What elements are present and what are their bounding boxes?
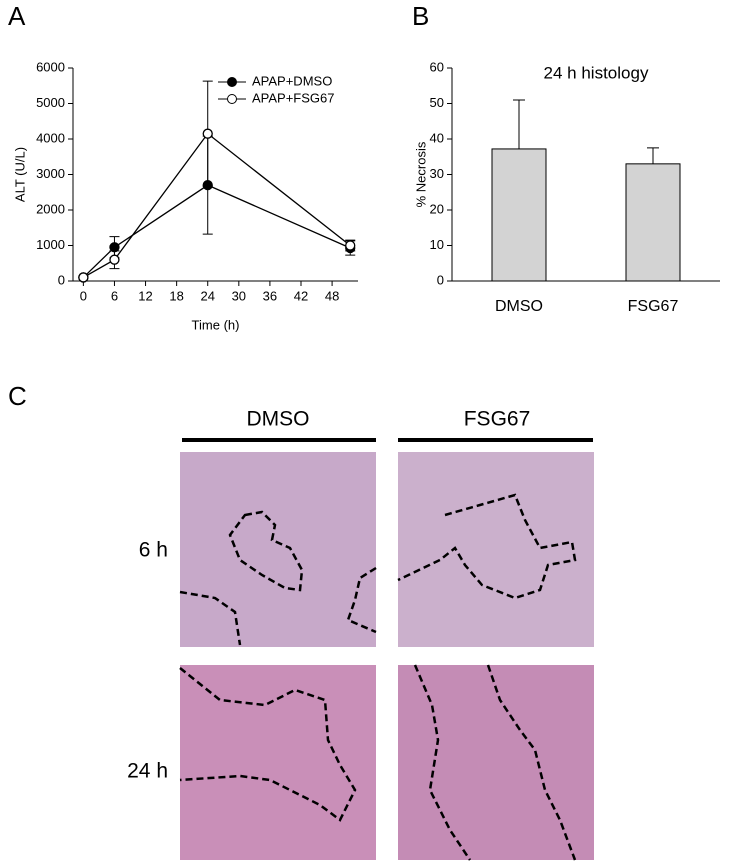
chart-title: 24 h histology	[544, 63, 649, 82]
line	[82, 184, 351, 278]
bar	[625, 163, 681, 282]
histology-image	[398, 665, 594, 860]
necrosis-outline	[413, 664, 472, 861]
x-tick-label: DMSO	[495, 298, 543, 315]
y-tick-label: 40	[430, 130, 444, 145]
necrosis-outline	[397, 493, 577, 600]
y-tick-label: 30	[430, 166, 444, 181]
histology-images	[179, 452, 594, 861]
y-tick-label: 50	[430, 95, 444, 110]
y-tick-label: 0	[58, 272, 65, 287]
necrosis-outline	[228, 510, 304, 592]
x-axis-label: Time (h)	[192, 317, 240, 332]
column-label: FSG67	[464, 408, 531, 431]
necrosis-outline	[179, 590, 242, 646]
marker	[202, 128, 213, 139]
y-tick-label: 4000	[36, 130, 65, 145]
x-tick-label: 18	[169, 288, 183, 303]
necrosis-outline	[346, 566, 377, 634]
row-label: 6 h	[139, 539, 168, 562]
y-tick-label: 10	[430, 237, 444, 252]
y-tick-label: 2000	[36, 201, 65, 216]
x-tick-label: 24	[200, 288, 214, 303]
y-axis-label: % Necrosis	[413, 141, 428, 207]
x-tick-label: 48	[325, 288, 339, 303]
y-tick-label: 6000	[36, 59, 65, 74]
legend-marker	[227, 94, 237, 104]
error-bar	[513, 99, 525, 149]
marker	[109, 254, 120, 265]
row-label: 24 h	[127, 760, 168, 783]
panel-label: A	[8, 1, 26, 31]
legend-marker	[227, 77, 237, 87]
x-tick-label: FSG67	[628, 298, 679, 315]
y-tick-label: 3000	[36, 166, 65, 181]
legend-label: APAP+FSG67	[252, 90, 335, 105]
y-tick-label: 5000	[36, 95, 65, 110]
line	[83, 132, 351, 279]
x-tick-label: 30	[232, 288, 246, 303]
error-bar	[647, 147, 659, 164]
histology-image	[180, 452, 376, 647]
column-label: DMSO	[247, 408, 310, 431]
panel-label: C	[8, 381, 27, 411]
histology-image	[180, 665, 376, 860]
x-tick-label: 12	[138, 288, 152, 303]
panel-label: B	[412, 1, 429, 31]
y-tick-label: 1000	[36, 237, 65, 252]
x-tick-label: 42	[294, 288, 308, 303]
y-tick-label: 60	[430, 59, 444, 74]
marker	[345, 240, 356, 251]
bar	[491, 148, 547, 282]
y-axis-label: ALT (U/L)	[12, 147, 27, 202]
legend-label: APAP+DMSO	[252, 73, 332, 88]
x-tick-label: 6	[111, 288, 118, 303]
histology-image	[398, 452, 594, 647]
necrosis-outline	[486, 664, 577, 861]
x-tick-label: 0	[80, 288, 87, 303]
necrosis-outline	[179, 667, 357, 822]
y-tick-label: 20	[430, 201, 444, 216]
marker	[78, 272, 89, 283]
x-tick-label: 36	[263, 288, 277, 303]
y-tick-label: 0	[437, 272, 444, 287]
